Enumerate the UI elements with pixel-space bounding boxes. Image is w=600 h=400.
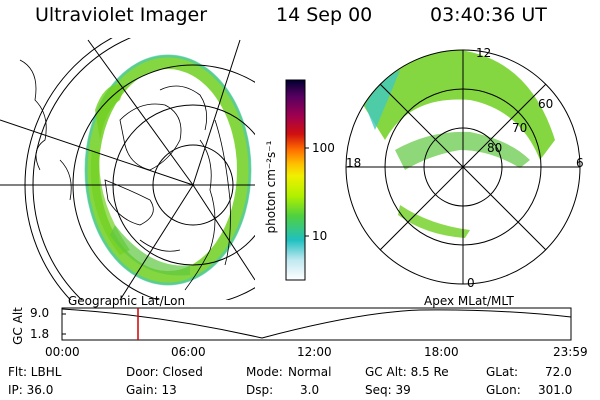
info-ip: IP: 36.0 <box>8 383 54 397</box>
mlt-label-12: 12 <box>476 46 492 60</box>
time-label: 03:40:36 UT <box>430 4 547 26</box>
timeline-panel <box>61 307 572 341</box>
info-mode-value: Normal <box>288 365 332 379</box>
xtick-1200: 12:00 <box>297 345 332 359</box>
left-coastlines <box>19 59 231 291</box>
mlt-label-18: 18 <box>346 156 362 170</box>
info-flt: Flt: LBHL <box>8 365 62 379</box>
mlat-label-60: 60 <box>538 97 554 111</box>
colorbar-tick-10: 10 <box>312 229 328 243</box>
left-aurora-patch <box>95 84 125 140</box>
altitude-curve <box>61 308 572 339</box>
right-aurora-band <box>360 50 555 160</box>
colorbar-gradient <box>285 79 306 281</box>
xtick-0000: 00:00 <box>45 345 80 359</box>
info-gain: Gain: 13 <box>126 383 177 397</box>
right-polar-map <box>345 49 581 285</box>
info-glon-label: GLon: <box>486 383 521 397</box>
timeline-ylabel: GC Alt <box>11 307 25 345</box>
xtick-2359: 23:59 <box>553 345 588 359</box>
ytick-1-8: 1.8 <box>30 327 50 341</box>
info-glat-value: 72.0 <box>545 365 572 379</box>
mlt-label-0: 0 <box>467 276 475 290</box>
xtick-0600: 06:00 <box>171 345 206 359</box>
apex-caption: Apex MLat/MLT <box>424 294 514 308</box>
colorbar <box>285 79 309 281</box>
colorbar-unit-label: photon cm⁻²s⁻¹ <box>264 140 278 234</box>
mlat-label-80: 80 <box>487 141 503 155</box>
timeline-frame <box>61 307 572 341</box>
right-mlt-spokes <box>346 50 580 284</box>
info-door: Door: Closed <box>126 365 203 379</box>
info-glon-value: 301.0 <box>538 383 573 397</box>
colorbar-tick-100: 100 <box>312 141 335 155</box>
info-dsp-value: 3.0 <box>300 383 320 397</box>
info-gcalt: GC Alt: 8.5 Re <box>365 365 449 379</box>
instrument-title: Ultraviolet Imager <box>35 4 208 26</box>
xtick-1800: 18:00 <box>424 345 459 359</box>
info-seq: Seq: 39 <box>365 383 411 397</box>
date-label: 14 Sep 00 <box>276 4 373 26</box>
geographic-caption: Geographic Lat/Lon <box>68 294 186 308</box>
left-geographic-map <box>0 38 255 300</box>
left-meridians <box>0 39 255 300</box>
ytick-9: 9.0 <box>30 306 50 320</box>
mlt-label-6: 6 <box>576 156 584 170</box>
right-aurora-patch <box>398 205 470 238</box>
info-mode-label: Mode: <box>246 365 283 379</box>
info-dsp-label: Dsp: <box>246 383 274 397</box>
info-glat-label: GLat: <box>486 365 519 379</box>
mlat-label-70: 70 <box>512 121 528 135</box>
